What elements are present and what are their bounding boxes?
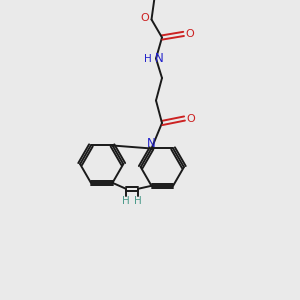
Text: H: H (134, 196, 142, 206)
Text: O: O (140, 13, 149, 23)
Text: N: N (154, 52, 164, 65)
Text: H: H (122, 196, 130, 206)
Text: H: H (144, 53, 152, 64)
Text: N: N (147, 136, 156, 150)
Text: O: O (186, 113, 195, 124)
Text: O: O (185, 29, 194, 39)
